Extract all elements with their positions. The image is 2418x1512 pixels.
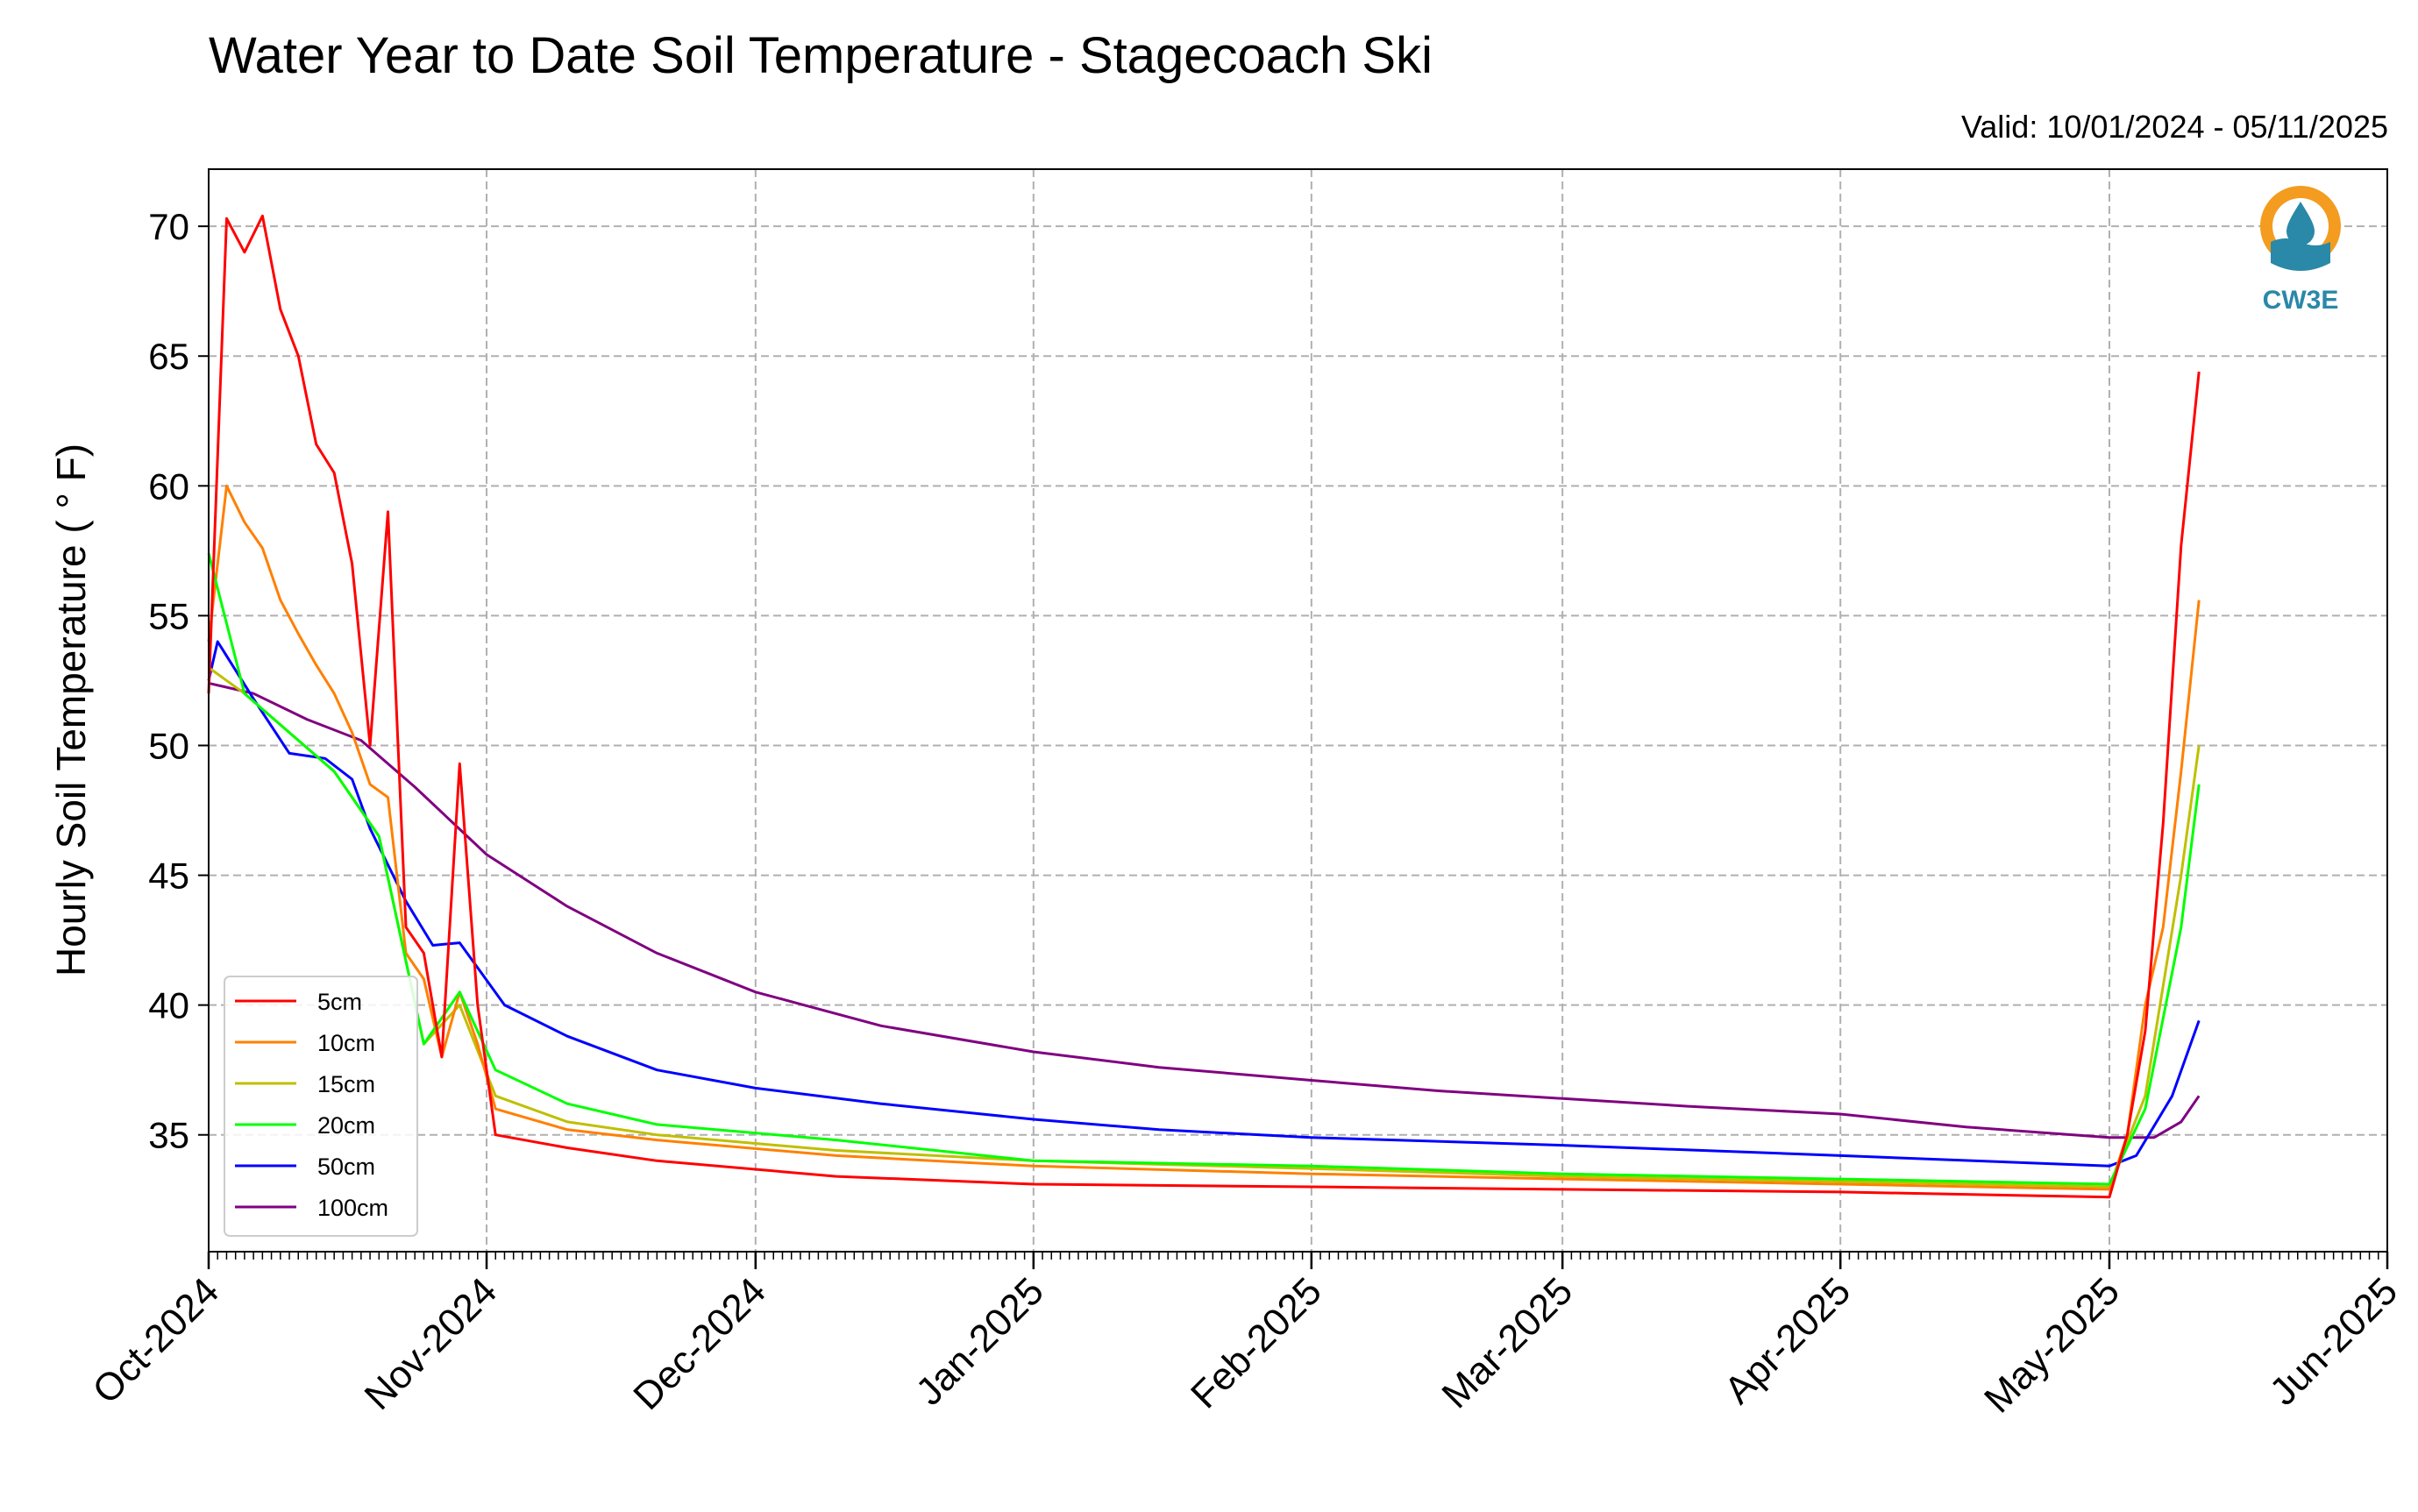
x-tick-label: Oct-2024 [84,1269,227,1412]
x-tick-label: Nov-2024 [357,1269,506,1418]
x-tick-label: Apr-2025 [1717,1269,1860,1412]
y-tick-label: 35 [148,1115,189,1156]
y-axis-label: Hourly Soil Temperature ( ° F) [48,444,94,976]
legend-label-10cm: 10cm [317,1030,375,1056]
series-line-100cm [208,681,2201,1139]
y-tick-label: 45 [148,855,189,897]
x-tick-label: Jan-2025 [908,1269,1052,1413]
series-line-50cm [207,640,2201,1168]
x-tick-label: May-2025 [1976,1269,2128,1421]
grid-lines [209,169,2387,1252]
legend-label-5cm: 5cm [317,989,362,1015]
plot-frame [208,168,2388,1253]
series-line-20cm [207,552,2201,1186]
x-tick-label: Feb-2025 [1183,1269,1330,1416]
legend-label-20cm: 20cm [317,1112,375,1139]
y-axis-ticks: 35 40 45 50 55 60 65 70 [148,206,209,1156]
legend: 5cm 10cm 15cm 20cm 50cm 100cm [224,976,418,1237]
y-tick-label: 65 [148,336,189,377]
x-minor-ticks [208,1252,2388,1260]
legend-label-50cm: 50cm [317,1154,375,1180]
y-tick-label: 70 [148,206,189,247]
x-axis-ticks: Oct-2024 Nov-2024 Dec-2024 Jan-2025 Feb-2025… [84,1252,2406,1421]
logo-wave [2271,238,2330,271]
y-tick-label: 55 [148,595,189,636]
series-lines [207,214,2201,1199]
legend-label-15cm: 15cm [317,1071,375,1097]
chart-title: Water Year to Date Soil Temperature - St… [209,27,1433,84]
x-tick-label: Mar-2025 [1433,1269,1581,1416]
y-tick-label: 60 [148,465,189,507]
series-line-5cm [207,214,2201,1199]
y-tick-label: 50 [148,725,189,766]
cw3e-logo-text: CW3E [2263,286,2339,315]
cw3e-logo: CW3E [2260,186,2341,315]
valid-date-range: Valid: 10/01/2024 - 05/11/2025 [1960,109,2388,145]
x-tick-label: Dec-2024 [625,1269,774,1418]
legend-label-100cm: 100cm [317,1195,388,1221]
y-tick-label: 40 [148,985,189,1026]
x-tick-label: Jun-2025 [2262,1269,2406,1413]
water-drop-icon [2286,202,2315,245]
series-line-10cm [207,484,2201,1191]
